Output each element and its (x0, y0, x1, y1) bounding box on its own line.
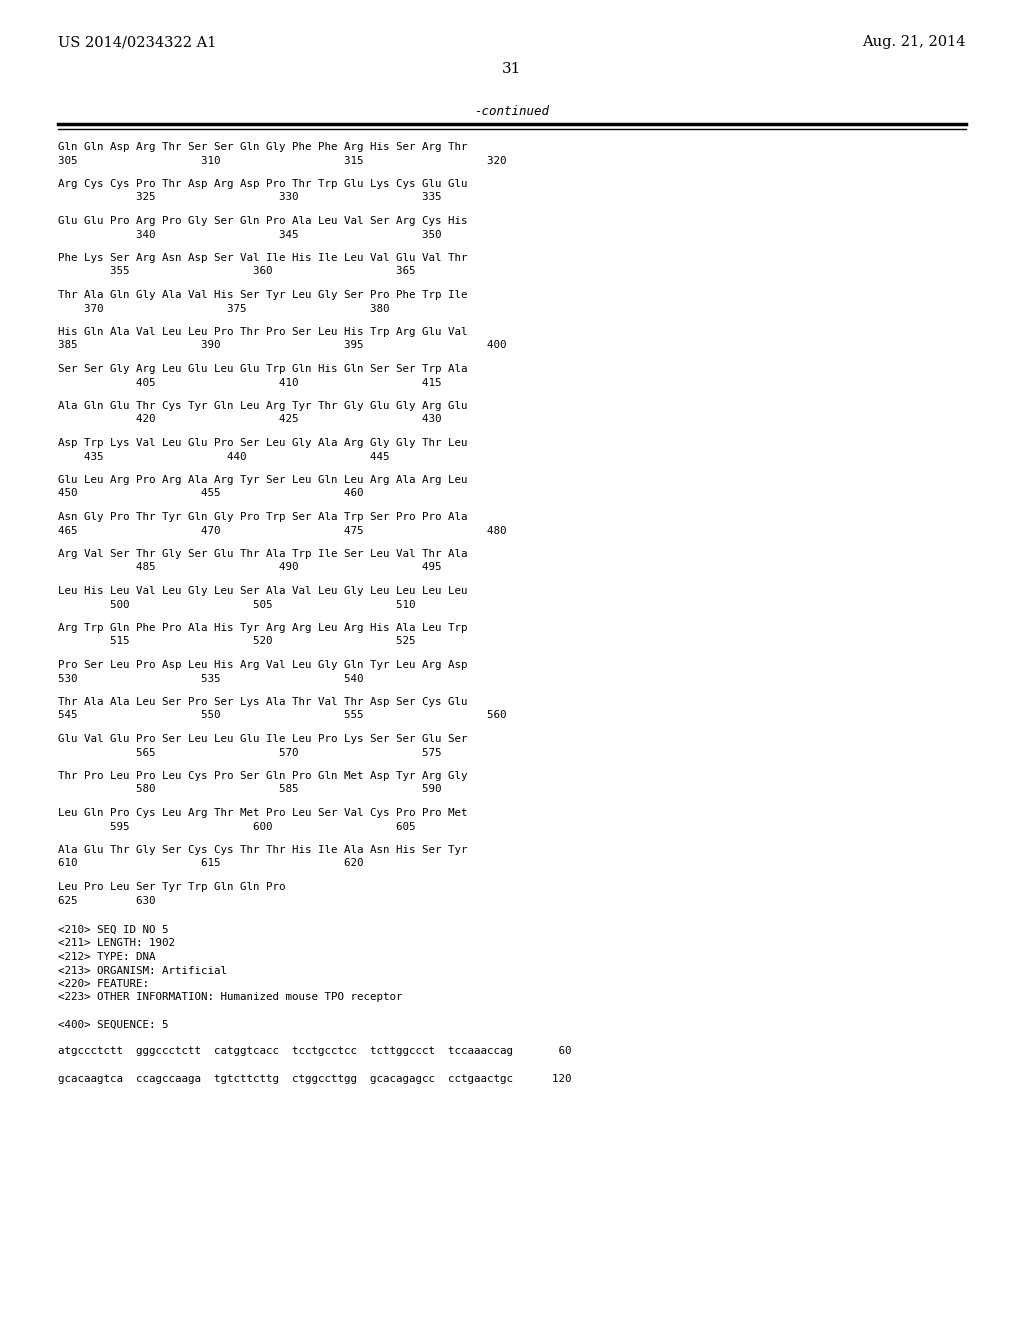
Text: 420                   425                   430: 420 425 430 (58, 414, 441, 425)
Text: 610                   615                   620: 610 615 620 (58, 858, 364, 869)
Text: 515                   520                   525: 515 520 525 (58, 636, 416, 647)
Text: 405                   410                   415: 405 410 415 (58, 378, 441, 388)
Text: 625         630: 625 630 (58, 895, 156, 906)
Text: Ser Ser Gly Arg Leu Glu Leu Glu Trp Gln His Gln Ser Ser Trp Ala: Ser Ser Gly Arg Leu Glu Leu Glu Trp Gln … (58, 364, 468, 374)
Text: Ala Gln Glu Thr Cys Tyr Gln Leu Arg Tyr Thr Gly Glu Gly Arg Glu: Ala Gln Glu Thr Cys Tyr Gln Leu Arg Tyr … (58, 401, 468, 411)
Text: 385                   390                   395                   400: 385 390 395 400 (58, 341, 507, 351)
Text: <213> ORGANISM: Artificial: <213> ORGANISM: Artificial (58, 965, 227, 975)
Text: 595                   600                   605: 595 600 605 (58, 821, 416, 832)
Text: 450                   455                   460: 450 455 460 (58, 488, 364, 499)
Text: atgccctctt  gggccctctt  catggtcacc  tcctgcctcc  tcttggccct  tccaaaccag       60: atgccctctt gggccctctt catggtcacc tcctgcc… (58, 1047, 571, 1056)
Text: Asp Trp Lys Val Leu Glu Pro Ser Leu Gly Ala Arg Gly Gly Thr Leu: Asp Trp Lys Val Leu Glu Pro Ser Leu Gly … (58, 438, 468, 447)
Text: 435                   440                   445: 435 440 445 (58, 451, 389, 462)
Text: 565                   570                   575: 565 570 575 (58, 747, 441, 758)
Text: His Gln Ala Val Leu Leu Pro Thr Pro Ser Leu His Trp Arg Glu Val: His Gln Ala Val Leu Leu Pro Thr Pro Ser … (58, 327, 468, 337)
Text: Pro Ser Leu Pro Asp Leu His Arg Val Leu Gly Gln Tyr Leu Arg Asp: Pro Ser Leu Pro Asp Leu His Arg Val Leu … (58, 660, 468, 671)
Text: <220> FEATURE:: <220> FEATURE: (58, 979, 150, 989)
Text: <211> LENGTH: 1902: <211> LENGTH: 1902 (58, 939, 175, 949)
Text: -continued: -continued (474, 106, 550, 117)
Text: <210> SEQ ID NO 5: <210> SEQ ID NO 5 (58, 925, 169, 935)
Text: Glu Val Glu Pro Ser Leu Leu Glu Ile Leu Pro Lys Ser Ser Glu Ser: Glu Val Glu Pro Ser Leu Leu Glu Ile Leu … (58, 734, 468, 744)
Text: Ala Glu Thr Gly Ser Cys Cys Thr Thr His Ile Ala Asn His Ser Tyr: Ala Glu Thr Gly Ser Cys Cys Thr Thr His … (58, 845, 468, 855)
Text: 340                   345                   350: 340 345 350 (58, 230, 441, 239)
Text: Glu Glu Pro Arg Pro Gly Ser Gln Pro Ala Leu Val Ser Arg Cys His: Glu Glu Pro Arg Pro Gly Ser Gln Pro Ala … (58, 216, 468, 226)
Text: Aug. 21, 2014: Aug. 21, 2014 (862, 36, 966, 49)
Text: <212> TYPE: DNA: <212> TYPE: DNA (58, 952, 156, 962)
Text: gcacaagtca  ccagccaaga  tgtcttcttg  ctggccttgg  gcacagagcc  cctgaactgc      120: gcacaagtca ccagccaaga tgtcttcttg ctggcct… (58, 1073, 571, 1084)
Text: 325                   330                   335: 325 330 335 (58, 193, 441, 202)
Text: 545                   550                   555                   560: 545 550 555 560 (58, 710, 507, 721)
Text: US 2014/0234322 A1: US 2014/0234322 A1 (58, 36, 216, 49)
Text: Phe Lys Ser Arg Asn Asp Ser Val Ile His Ile Leu Val Glu Val Thr: Phe Lys Ser Arg Asn Asp Ser Val Ile His … (58, 253, 468, 263)
Text: Thr Pro Leu Pro Leu Cys Pro Ser Gln Pro Gln Met Asp Tyr Arg Gly: Thr Pro Leu Pro Leu Cys Pro Ser Gln Pro … (58, 771, 468, 781)
Text: 530                   535                   540: 530 535 540 (58, 673, 364, 684)
Text: 370                   375                   380: 370 375 380 (58, 304, 389, 314)
Text: Asn Gly Pro Thr Tyr Gln Gly Pro Trp Ser Ala Trp Ser Pro Pro Ala: Asn Gly Pro Thr Tyr Gln Gly Pro Trp Ser … (58, 512, 468, 521)
Text: Thr Ala Ala Leu Ser Pro Ser Lys Ala Thr Val Thr Asp Ser Cys Glu: Thr Ala Ala Leu Ser Pro Ser Lys Ala Thr … (58, 697, 468, 708)
Text: Arg Trp Gln Phe Pro Ala His Tyr Arg Arg Leu Arg His Ala Leu Trp: Arg Trp Gln Phe Pro Ala His Tyr Arg Arg … (58, 623, 468, 634)
Text: 31: 31 (503, 62, 521, 77)
Text: Thr Ala Gln Gly Ala Val His Ser Tyr Leu Gly Ser Pro Phe Trp Ile: Thr Ala Gln Gly Ala Val His Ser Tyr Leu … (58, 290, 468, 300)
Text: Arg Val Ser Thr Gly Ser Glu Thr Ala Trp Ile Ser Leu Val Thr Ala: Arg Val Ser Thr Gly Ser Glu Thr Ala Trp … (58, 549, 468, 558)
Text: 485                   490                   495: 485 490 495 (58, 562, 441, 573)
Text: Glu Leu Arg Pro Arg Ala Arg Tyr Ser Leu Gln Leu Arg Ala Arg Leu: Glu Leu Arg Pro Arg Ala Arg Tyr Ser Leu … (58, 475, 468, 484)
Text: 465                   470                   475                   480: 465 470 475 480 (58, 525, 507, 536)
Text: Arg Cys Cys Pro Thr Asp Arg Asp Pro Thr Trp Glu Lys Cys Glu Glu: Arg Cys Cys Pro Thr Asp Arg Asp Pro Thr … (58, 180, 468, 189)
Text: 580                   585                   590: 580 585 590 (58, 784, 441, 795)
Text: 305                   310                   315                   320: 305 310 315 320 (58, 156, 507, 165)
Text: <400> SEQUENCE: 5: <400> SEQUENCE: 5 (58, 1019, 169, 1030)
Text: Gln Gln Asp Arg Thr Ser Ser Gln Gly Phe Phe Arg His Ser Arg Thr: Gln Gln Asp Arg Thr Ser Ser Gln Gly Phe … (58, 143, 468, 152)
Text: Leu Gln Pro Cys Leu Arg Thr Met Pro Leu Ser Val Cys Pro Pro Met: Leu Gln Pro Cys Leu Arg Thr Met Pro Leu … (58, 808, 468, 818)
Text: 355                   360                   365: 355 360 365 (58, 267, 416, 276)
Text: <223> OTHER INFORMATION: Humanized mouse TPO receptor: <223> OTHER INFORMATION: Humanized mouse… (58, 993, 402, 1002)
Text: Leu Pro Leu Ser Tyr Trp Gln Gln Pro: Leu Pro Leu Ser Tyr Trp Gln Gln Pro (58, 882, 286, 892)
Text: Leu His Leu Val Leu Gly Leu Ser Ala Val Leu Gly Leu Leu Leu Leu: Leu His Leu Val Leu Gly Leu Ser Ala Val … (58, 586, 468, 597)
Text: 500                   505                   510: 500 505 510 (58, 599, 416, 610)
